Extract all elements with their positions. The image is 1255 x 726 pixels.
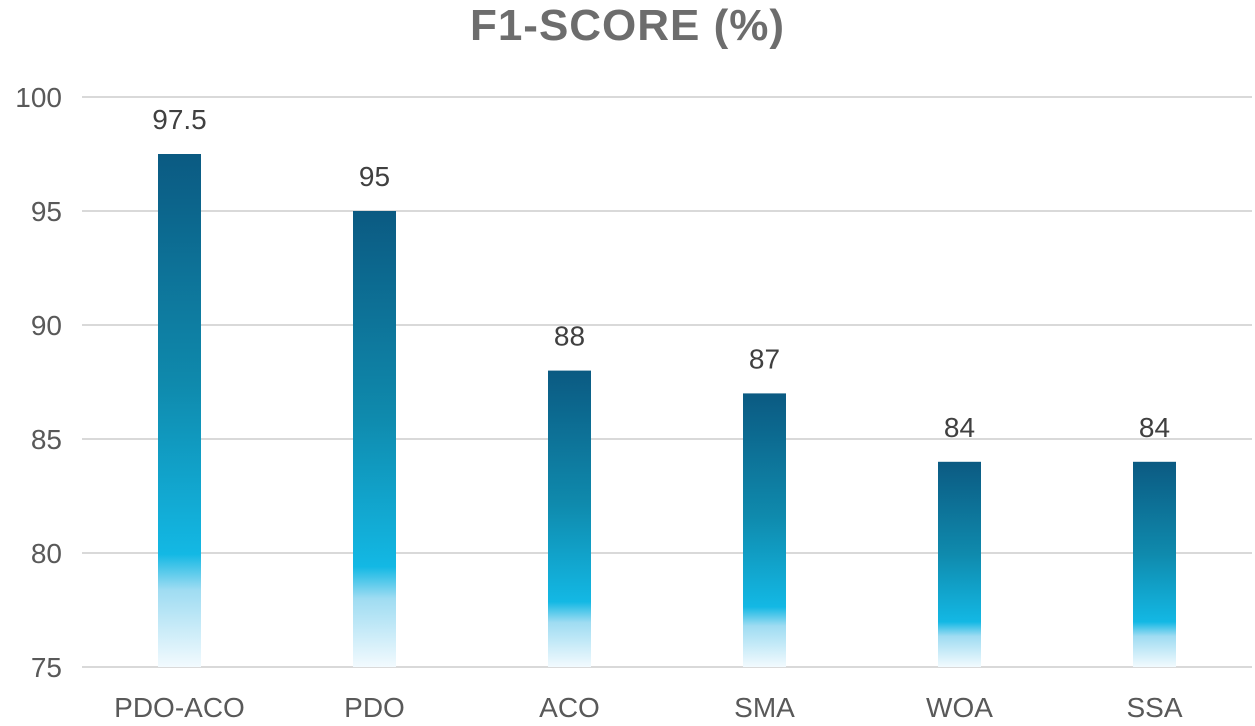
bar-ssa: [1133, 461, 1176, 667]
bar-aco: [548, 370, 591, 667]
x-tick-label: SSA: [1126, 692, 1182, 721]
y-tick-label: 90: [31, 310, 62, 341]
data-label: 95: [359, 161, 390, 192]
data-labels: 97.5 95 88 87 84 84: [152, 104, 1170, 443]
chart-title: F1-SCORE (%): [469, 1, 786, 50]
y-tick-label: 75: [31, 652, 62, 683]
bar-woa: [938, 461, 981, 667]
bar-pdo-aco: [158, 154, 201, 667]
bar-sma: [743, 393, 786, 667]
x-tick-label: PDO-ACO: [114, 692, 245, 721]
bars: [158, 154, 1176, 667]
y-tick-label: 100: [15, 82, 62, 113]
x-tick-label: PDO: [344, 692, 405, 721]
data-label: 97.5: [152, 104, 207, 135]
y-tick-label: 80: [31, 538, 62, 569]
data-label: 84: [1139, 412, 1170, 443]
y-tick-label: 95: [31, 196, 62, 227]
gridlines: [82, 96, 1252, 668]
data-label: 88: [554, 321, 585, 352]
x-tick-label: WOA: [926, 692, 993, 721]
x-axis-ticks: PDO-ACO PDO ACO SMA WOA SSA: [114, 692, 1183, 723]
bar-pdo: [353, 211, 396, 667]
data-label: 84: [944, 412, 975, 443]
y-tick-label: 85: [31, 424, 62, 455]
data-label: 87: [749, 343, 780, 374]
x-tick-label: SMA: [734, 692, 795, 721]
x-tick-label: ACO: [539, 692, 600, 721]
y-axis-ticks: 75 80 85 90 95 100: [15, 82, 62, 683]
